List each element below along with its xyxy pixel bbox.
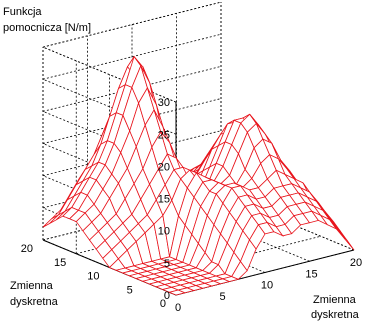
floor-gridline (142, 235, 321, 282)
z-tick-label: 25 (158, 129, 170, 141)
back-wall-gridline (42, 98, 222, 144)
y-axis-label-line-2: dyskretna (10, 296, 59, 308)
back-wall-gridline (42, 66, 222, 112)
tick-labels: 0 5 10 15 20 25 30 0 5 10 15 20 0 5 10 15 20 (21, 97, 362, 314)
z-tick-label: 10 (158, 226, 170, 238)
x-axis-label-line-1: Zmienna (313, 294, 357, 306)
y-tick-label: 15 (54, 257, 66, 269)
y-tick-label: 5 (127, 284, 133, 296)
y-tick-label: 10 (87, 271, 99, 283)
back-wall-gridline (42, 33, 222, 80)
y-tick-label: 0 (160, 298, 166, 310)
x-tick-label: 5 (219, 291, 225, 303)
z-tick-label: 20 (158, 161, 170, 173)
x-tick-label: 10 (261, 280, 273, 292)
z-axis-label-line-2: pomocnicza [N/m] (3, 22, 91, 34)
z-axis-label-line-1: Funkcja (3, 6, 42, 18)
z-tick-label: 5 (164, 258, 170, 270)
z-tick-label: 0 (164, 290, 170, 302)
y-tick-label: 20 (21, 243, 33, 255)
z-tick-label: 15 (158, 194, 170, 206)
box-edge (42, 1, 222, 48)
surface-cell (338, 229, 355, 251)
x-tick-label: 20 (350, 257, 362, 269)
back-wall-gridline (42, 130, 222, 177)
x-tick-label: 15 (305, 268, 317, 280)
surface-mesh (42, 55, 355, 296)
z-tick-label: 30 (158, 97, 170, 109)
x-tick-label: 0 (175, 302, 181, 314)
y-axis-label-line-1: Zmienna (10, 280, 54, 292)
x-axis-label-line-2: dyskretna (311, 309, 360, 321)
